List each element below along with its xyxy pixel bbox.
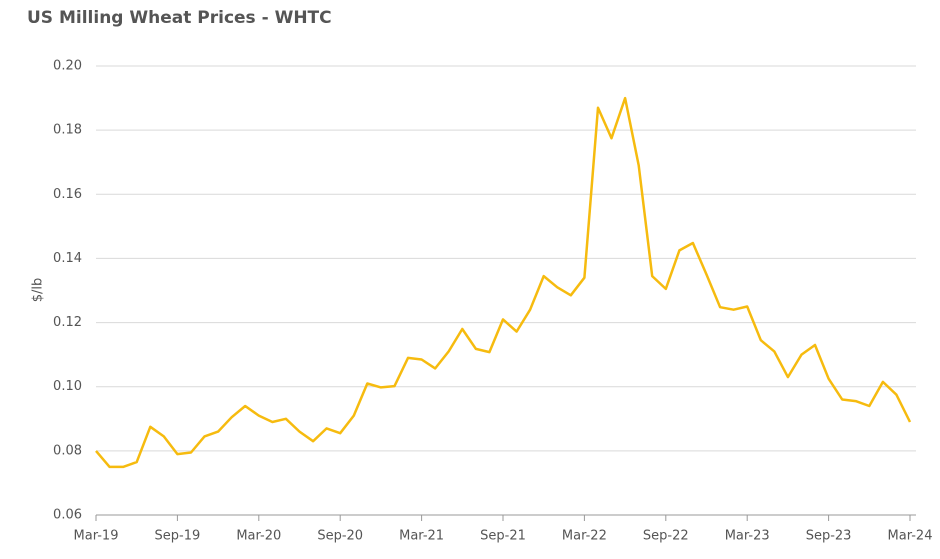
y-tick-label: 0.18 xyxy=(53,123,82,138)
y-axis-label: $/lb xyxy=(31,278,46,303)
y-tick-label: 0.20 xyxy=(53,59,82,74)
x-tick-label: Mar-20 xyxy=(236,529,281,544)
x-tick-label: Mar-21 xyxy=(399,529,444,544)
x-tick-label: Sep-20 xyxy=(317,529,363,544)
x-tick-label: Mar-22 xyxy=(562,529,607,544)
y-tick-label: 0.16 xyxy=(53,187,82,202)
y-tick-label: 0.12 xyxy=(53,315,82,330)
x-tick-label: Mar-19 xyxy=(74,529,119,544)
y-tick-label: 0.14 xyxy=(53,251,82,266)
y-tick-label: 0.06 xyxy=(53,508,82,523)
x-tick-label: Sep-19 xyxy=(155,529,201,544)
line xyxy=(95,96,912,469)
y-tick-label: 0.08 xyxy=(53,443,82,458)
x-tick-label: Sep-22 xyxy=(643,529,689,544)
x-tick-label: Sep-23 xyxy=(806,529,852,544)
x-tick-label: Sep-21 xyxy=(480,529,526,544)
x-tick-label: Mar-24 xyxy=(888,529,933,544)
x-tick-label: Mar-23 xyxy=(725,529,770,544)
y-tick-label: 0.10 xyxy=(53,379,82,394)
chart-title: US Milling Wheat Prices - WHTC xyxy=(27,8,332,28)
